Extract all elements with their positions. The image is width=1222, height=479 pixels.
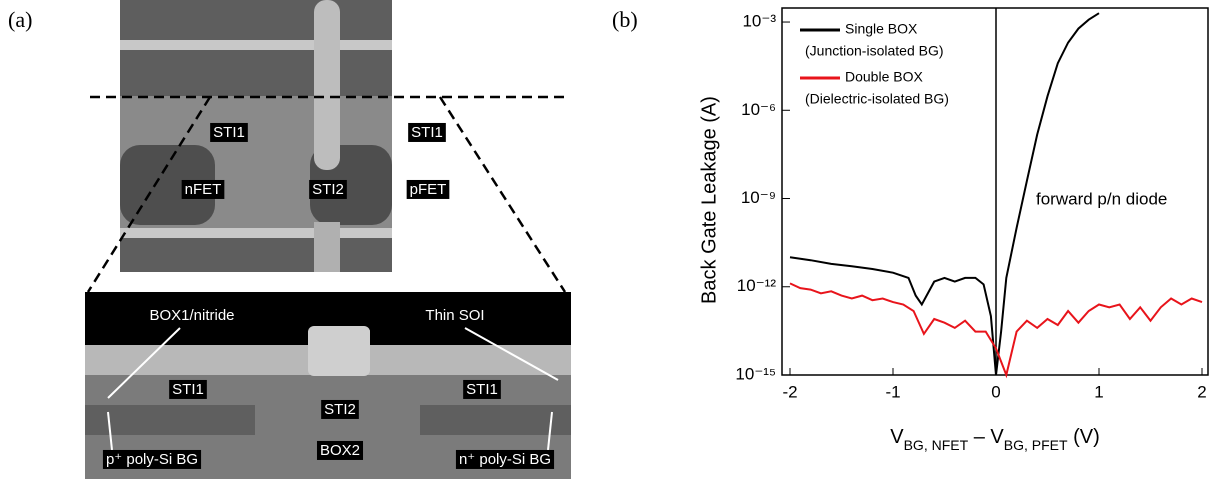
zoom-lines <box>86 95 567 293</box>
image-label: Thin SOI <box>425 307 484 324</box>
y-tick-label: 10⁻³ <box>742 12 776 31</box>
y-tick-label: 10⁻⁶ <box>741 100 776 119</box>
label-box <box>463 379 501 399</box>
image-label: STI1 <box>466 381 498 398</box>
panel-label: (a) <box>8 7 32 32</box>
label-box <box>181 179 225 199</box>
image-label: BOX1/nitride <box>149 307 234 324</box>
label-box <box>455 449 555 469</box>
label-box <box>316 440 364 460</box>
x-axis-title-part: V <box>890 426 904 448</box>
legend-sublabel: (Dielectric-isolated BG) <box>805 91 949 107</box>
label-box <box>146 305 238 325</box>
legend-sublabel: (Junction-isolated BG) <box>805 43 944 59</box>
x-tick-label: -1 <box>885 382 900 401</box>
y-tick-label: 10⁻¹² <box>737 276 777 295</box>
legend-label: Single BOX <box>845 21 918 37</box>
x-tick-label: 2 <box>1197 382 1206 401</box>
annotation: forward p/n diode <box>1036 189 1167 208</box>
x-axis-title: VBG, NFET – VBG, PFET (V) <box>890 426 1100 452</box>
data-line <box>789 282 1203 379</box>
y-tick-label: 10⁻⁹ <box>741 188 776 207</box>
label-box <box>321 399 359 419</box>
x-tick-label: 0 <box>991 382 1000 401</box>
data-line <box>789 12 1100 376</box>
image-label: p⁺ poly-Si BG <box>106 451 198 468</box>
x-tick-label: 1 <box>1094 382 1103 401</box>
image-label: STI1 <box>172 381 204 398</box>
label-box <box>406 179 450 199</box>
image-label: pFET <box>410 181 447 198</box>
image-label: STI1 <box>213 124 245 141</box>
image-label: STI2 <box>312 181 344 198</box>
image-label: BOX2 <box>320 442 360 459</box>
label-box <box>102 449 202 469</box>
legend-label: Double BOX <box>845 69 923 85</box>
label-box <box>210 122 248 142</box>
x-axis-title-part: BG, PFET <box>1004 437 1068 453</box>
image-label: STI2 <box>324 401 356 418</box>
label-box <box>309 179 347 199</box>
image-label: n⁺ poly-Si BG <box>459 451 551 468</box>
y-tick-label: 10⁻¹⁵ <box>735 364 776 383</box>
image-label: nFET <box>185 181 222 198</box>
x-axis-title-part: (V) <box>1068 426 1100 448</box>
label-box <box>408 122 446 142</box>
image-label: STI1 <box>411 124 443 141</box>
label-box <box>169 379 207 399</box>
x-axis-title-part: – V <box>968 426 1004 448</box>
x-axis-title-part: BG, NFET <box>904 437 969 453</box>
label-box <box>422 305 488 325</box>
panel-label: (b) <box>612 7 638 32</box>
x-tick-label: -2 <box>782 382 797 401</box>
sem-top-image <box>120 0 392 272</box>
y-axis-title: Back Gate Leakage (A) <box>698 96 720 304</box>
